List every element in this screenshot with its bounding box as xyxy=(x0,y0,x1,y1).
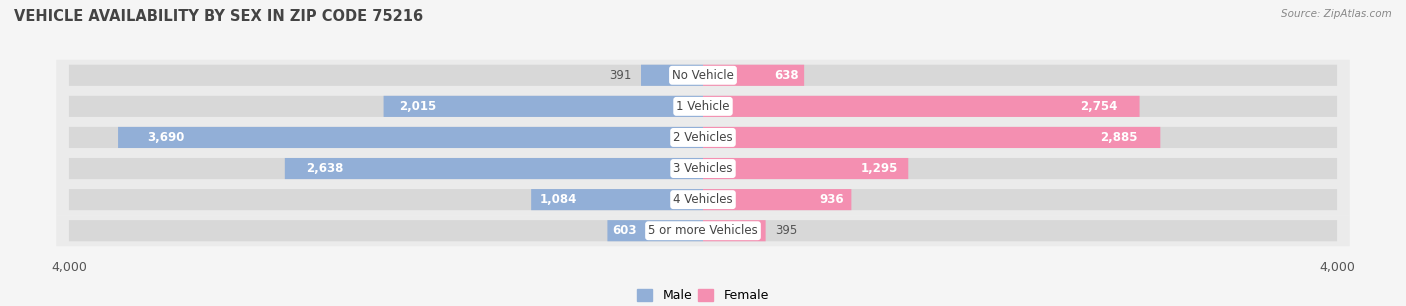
Text: 5 or more Vehicles: 5 or more Vehicles xyxy=(648,224,758,237)
FancyBboxPatch shape xyxy=(56,60,1350,91)
Text: 1,084: 1,084 xyxy=(540,193,576,206)
Text: Source: ZipAtlas.com: Source: ZipAtlas.com xyxy=(1281,9,1392,19)
Text: 603: 603 xyxy=(612,224,637,237)
FancyBboxPatch shape xyxy=(531,189,703,210)
Text: 2,015: 2,015 xyxy=(399,100,437,113)
Text: 2,754: 2,754 xyxy=(1080,100,1118,113)
Text: 2,638: 2,638 xyxy=(305,162,343,175)
FancyBboxPatch shape xyxy=(703,220,1337,241)
Text: No Vehicle: No Vehicle xyxy=(672,69,734,82)
Text: 1 Vehicle: 1 Vehicle xyxy=(676,100,730,113)
FancyBboxPatch shape xyxy=(69,96,703,117)
FancyBboxPatch shape xyxy=(69,189,703,210)
FancyBboxPatch shape xyxy=(703,96,1140,117)
Text: 4 Vehicles: 4 Vehicles xyxy=(673,193,733,206)
FancyBboxPatch shape xyxy=(384,96,703,117)
Text: 2 Vehicles: 2 Vehicles xyxy=(673,131,733,144)
FancyBboxPatch shape xyxy=(703,65,1337,86)
FancyBboxPatch shape xyxy=(703,220,766,241)
FancyBboxPatch shape xyxy=(703,158,1337,179)
FancyBboxPatch shape xyxy=(56,215,1350,246)
Text: 395: 395 xyxy=(775,224,797,237)
FancyBboxPatch shape xyxy=(69,65,703,86)
FancyBboxPatch shape xyxy=(69,220,703,241)
FancyBboxPatch shape xyxy=(69,127,703,148)
FancyBboxPatch shape xyxy=(703,127,1337,148)
Text: 2,885: 2,885 xyxy=(1099,131,1137,144)
Legend: Male, Female: Male, Female xyxy=(633,284,773,306)
FancyBboxPatch shape xyxy=(118,127,703,148)
Text: VEHICLE AVAILABILITY BY SEX IN ZIP CODE 75216: VEHICLE AVAILABILITY BY SEX IN ZIP CODE … xyxy=(14,9,423,24)
FancyBboxPatch shape xyxy=(703,65,804,86)
Text: 1,295: 1,295 xyxy=(860,162,898,175)
FancyBboxPatch shape xyxy=(703,127,1160,148)
Text: 3 Vehicles: 3 Vehicles xyxy=(673,162,733,175)
FancyBboxPatch shape xyxy=(607,220,703,241)
FancyBboxPatch shape xyxy=(285,158,703,179)
FancyBboxPatch shape xyxy=(56,122,1350,153)
Text: 936: 936 xyxy=(820,193,844,206)
FancyBboxPatch shape xyxy=(641,65,703,86)
Text: 391: 391 xyxy=(609,69,631,82)
FancyBboxPatch shape xyxy=(56,91,1350,122)
Text: 638: 638 xyxy=(775,69,799,82)
FancyBboxPatch shape xyxy=(703,158,908,179)
FancyBboxPatch shape xyxy=(703,189,1337,210)
FancyBboxPatch shape xyxy=(56,184,1350,215)
Text: 3,690: 3,690 xyxy=(148,131,184,144)
FancyBboxPatch shape xyxy=(56,153,1350,184)
FancyBboxPatch shape xyxy=(69,158,703,179)
FancyBboxPatch shape xyxy=(703,189,852,210)
FancyBboxPatch shape xyxy=(703,96,1337,117)
